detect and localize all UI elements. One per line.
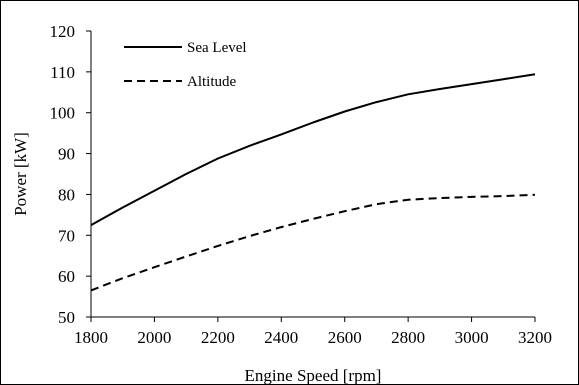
x-axis-label: Engine Speed [rpm] [245,366,382,385]
y-axis-ticks: 50 60 70 80 90 100 110 120 [50,22,91,327]
y-tick-label: 100 [50,104,76,123]
x-tick-label: 3200 [518,328,552,347]
legend-label: Altitude [187,74,237,90]
x-tick-label: 2000 [137,328,171,347]
y-tick-label: 50 [58,308,75,327]
x-tick-label: 2200 [201,328,235,347]
series-lines [90,73,536,292]
legend-label: Sea Level [187,40,247,56]
series-line-sea-level [90,73,536,226]
y-tick-label: 120 [50,22,76,41]
x-axis-ticks: 1800 2000 2200 2400 2600 2800 3000 3200 [74,317,552,347]
y-axis-label: Power [kW] [11,132,30,216]
y-tick-label: 60 [58,267,75,286]
x-tick-label: 3000 [455,328,489,347]
y-tick-label: 80 [58,185,75,204]
axes [90,31,535,318]
x-tick-label: 1800 [74,328,108,347]
x-tick-label: 2800 [391,328,425,347]
y-tick-label: 110 [50,63,75,82]
y-tick-label: 70 [58,226,75,245]
y-tick-label: 90 [58,145,75,164]
x-tick-label: 2600 [328,328,362,347]
series-line-altitude [90,193,536,292]
legend: Sea Level Altitude [124,40,247,90]
x-tick-label: 2400 [264,328,298,347]
